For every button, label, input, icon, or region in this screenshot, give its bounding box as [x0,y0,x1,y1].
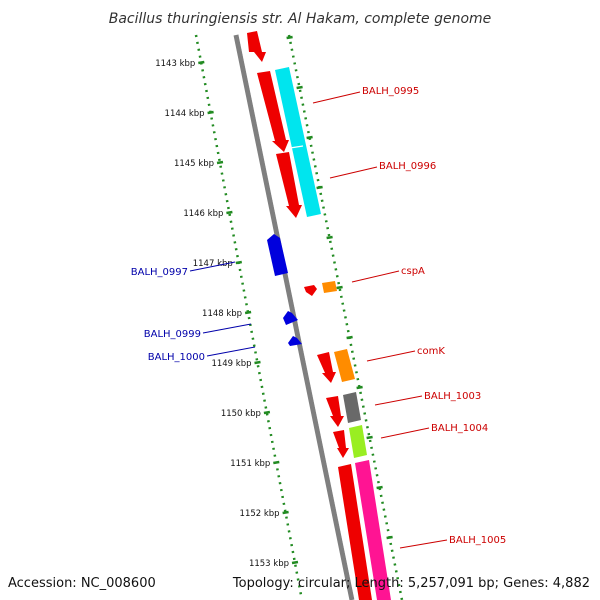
gene-gray-balh-1003 [343,392,361,423]
gene-label-balh-0997[interactable]: BALH_0997 [131,267,188,278]
kbp-tick-inner [291,560,299,565]
kbp-scale: 1143 kbp 1144 kbp 1145 kbp 1146 kbp 1147 kbp… [155,35,393,569]
kbp-tick-outer [346,335,353,340]
gene-label-balh-0995[interactable]: BALH_0995 [362,86,419,97]
genome-title: Bacillus thuringiensis str. Al Hakam, co… [109,11,492,27]
kbp-tick-outer [376,485,383,490]
genome-summary-text: Topology: circular; Length: 5,257,091 bp… [232,576,590,591]
gene-label-balh-1003[interactable]: BALH_1003 [424,391,481,402]
gene-label-balh-1004[interactable]: BALH_1004 [431,423,488,434]
gene-labels-reverse: BALH_0997 BALH_0999 BALH_1000 [131,267,205,363]
kbp-tick-outer [326,235,333,240]
kbp-label: 1149 kbp [211,359,251,369]
gene-label-balh-0996[interactable]: BALH_0996 [379,161,436,172]
kbp-label: 1143 kbp [155,59,195,69]
gene-label-balh-1005[interactable]: BALH_1005 [449,535,506,546]
kbp-tick-outer [386,535,393,540]
kbp-tick-inner [244,310,252,315]
scale-ring-outer [287,34,404,600]
kbp-tick-inner [263,410,271,415]
gene-label-comk[interactable]: comK [417,346,445,357]
gene-labels-forward: BALH_0995 BALH_0996 cspA comK BALH_1003 … [362,86,506,546]
cds-forward-cspa [304,285,317,296]
kbp-label: 1152 kbp [240,509,280,519]
gene-label-cspa[interactable]: cspA [401,266,425,277]
kbp-tick-outer [306,135,313,140]
kbp-label: 1150 kbp [221,409,261,419]
cds-forward-balh-0996 [276,152,302,218]
kbp-label: 1144 kbp [165,109,205,119]
cds-reverse-balh-0999 [283,311,298,325]
reverse-cds-track [267,234,302,346]
cds-forward-balh-0995 [257,71,289,152]
cds-forward-balh-1004 [333,430,349,458]
gene-orange-comk [334,349,355,382]
kbp-tick-inner [282,510,289,515]
kbp-label: 1153 kbp [249,559,289,569]
kbp-label: 1148 kbp [202,309,242,319]
kbp-tick-inner [235,260,243,265]
kbp-tick-outer [336,285,343,290]
accession-text: Accession: NC_008600 [8,576,156,591]
kbp-tick-inner [226,210,233,215]
kbp-tick-outer [286,35,293,40]
kbp-tick-outer [356,385,363,390]
cds-reverse-balh-1000 [288,336,302,346]
kbp-tick-outer [296,85,303,90]
forward-cds-track [247,31,372,600]
cds-forward-balh-1003 [326,396,344,427]
kbp-label: 1146 kbp [183,209,223,219]
kbp-tick-inner [198,60,205,65]
kbp-label: 1147 kbp [193,259,233,269]
kbp-tick-outer [366,435,373,440]
gene-label-balh-1000[interactable]: BALH_1000 [148,352,205,363]
kbp-tick-inner [207,110,214,115]
gene-green-balh-1004 [349,425,367,458]
cds-forward-1 [247,31,266,62]
kbp-tick-outer [316,185,323,190]
gene-pink-balh-1005 [355,460,391,600]
cds-forward-balh-1005 [338,464,372,600]
cds-forward-comk [317,352,336,383]
kbp-tick-inner [216,160,224,165]
gene-label-balh-0999[interactable]: BALH_0999 [144,329,201,340]
gene-cyan-balh-0995-0996 [275,67,321,217]
gene-orange-cspa [322,281,337,293]
gene-track [275,67,391,600]
kbp-label: 1145 kbp [174,159,214,169]
cds-reverse-balh-0997 [267,234,288,276]
kbp-tick-inner [254,360,261,365]
kbp-label: 1151 kbp [230,459,270,469]
label-leaders [189,91,448,549]
kbp-tick-inner [273,460,280,465]
